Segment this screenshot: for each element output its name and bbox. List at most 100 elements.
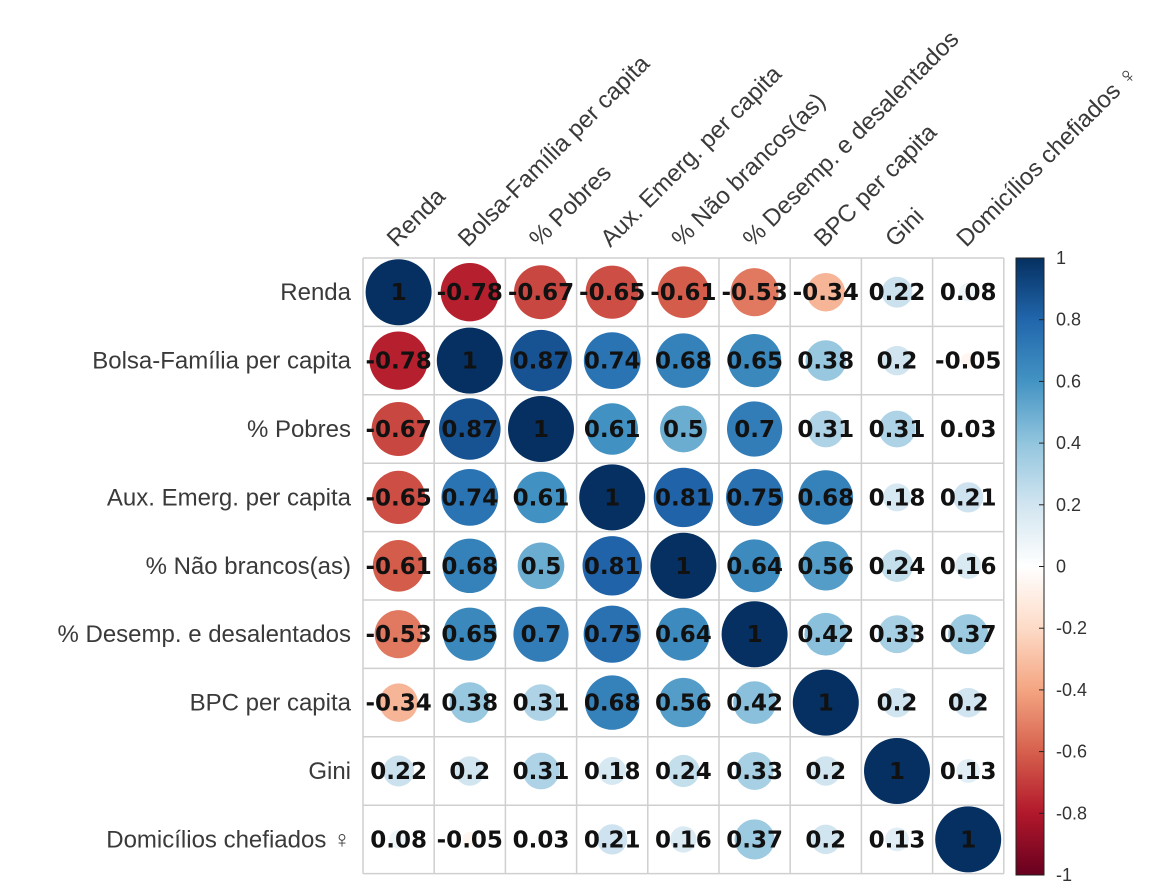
legend-tick-label-10: -1 (1056, 865, 1072, 885)
corr-circle-4-2 (517, 542, 565, 590)
corr-value-4-3: 0.81 (584, 554, 641, 580)
corr-circle-6-0 (379, 683, 418, 722)
corr-value-7-3: 0.18 (584, 759, 641, 785)
corr-value-0-6: -0.34 (793, 280, 859, 306)
corr-value-4-6: 0.56 (797, 554, 854, 580)
corr-circle-1-3 (583, 332, 641, 389)
corr-value-1-5: 0.65 (726, 349, 783, 375)
row-label-7: Gini (308, 758, 351, 785)
corr-value-4-5: 0.64 (726, 554, 783, 580)
corr-value-8-1: -0.05 (437, 827, 503, 853)
corr-circle-6-6 (792, 669, 859, 736)
grid-layer (362, 257, 1005, 875)
corr-value-1-3: 0.74 (584, 349, 641, 375)
legend-tick-label-3: 0.4 (1056, 433, 1081, 453)
corr-circle-8-7 (885, 827, 909, 852)
row-label-4: % Não brancos(as) (146, 553, 351, 580)
corr-circle-5-2 (513, 606, 569, 662)
corr-circle-2-6 (807, 410, 845, 448)
corr-circle-7-2 (522, 752, 560, 790)
corr-circle-7-7 (864, 738, 930, 804)
corr-circle-8-6 (811, 824, 841, 855)
corr-circle-0-1 (440, 263, 499, 322)
row-label-5: % Desemp. e desalentados (57, 621, 351, 648)
corr-value-6-2: 0.31 (513, 691, 570, 717)
corr-value-8-7: 0.13 (869, 827, 926, 853)
corr-value-4-8: 0.16 (940, 554, 997, 580)
corr-circle-2-4 (660, 405, 707, 453)
legend-tick-label-0: 1 (1056, 248, 1066, 268)
corr-value-7-2: 0.31 (513, 759, 570, 785)
corr-value-0-2: -0.67 (508, 280, 574, 306)
corr-value-0-7: 0.22 (869, 280, 926, 306)
corr-circle-6-2 (522, 684, 560, 721)
corr-value-0-0: 1 (391, 280, 407, 306)
corr-value-6-5: 0.42 (726, 691, 783, 717)
row-label-6: BPC per capita (190, 690, 352, 717)
column-label-8: Domicílios chefiados ♀ (951, 60, 1143, 252)
corr-value-1-2: 0.87 (513, 349, 570, 375)
corr-value-4-7: 0.24 (869, 554, 926, 580)
corr-circle-1-6 (805, 340, 847, 381)
corr-value-7-7: 1 (889, 759, 905, 785)
corr-value-6-8: 0.2 (948, 691, 989, 717)
corr-value-6-4: 0.56 (655, 691, 712, 717)
corr-value-5-1: 0.65 (441, 622, 498, 648)
corr-circle-7-3 (598, 756, 627, 786)
corr-value-7-1: 0.2 (449, 759, 490, 785)
corr-circle-1-4 (656, 333, 711, 388)
corr-circle-0-5 (730, 268, 779, 317)
corr-value-8-4: 0.16 (655, 827, 712, 853)
corr-circle-8-4 (670, 826, 697, 853)
corr-value-7-0: 0.22 (370, 759, 427, 785)
corr-value-0-5: -0.53 (721, 280, 787, 306)
corr-value-3-2: 0.61 (513, 485, 570, 511)
corr-circle-7-6 (811, 756, 841, 786)
column-label-7: Gini (880, 203, 929, 252)
legend-tick-label-7: -0.4 (1056, 680, 1087, 700)
row-label-0: Renda (280, 279, 351, 306)
corr-value-2-0: -0.67 (365, 417, 431, 443)
corr-value-1-8: -0.05 (935, 349, 1001, 375)
row-labels: Renda Bolsa-Família per capita % Pobres Aux… (57, 279, 351, 853)
corr-value-5-4: 0.64 (655, 622, 712, 648)
corr-value-1-4: 0.68 (655, 349, 712, 375)
corr-circle-4-5 (728, 539, 781, 593)
legend-tick-label-5: 0 (1056, 557, 1066, 577)
corr-circle-3-6 (798, 470, 854, 525)
corr-circle-4-3 (582, 536, 642, 596)
cells-layer: 1 -0.78 -0.67 -0.65 -0.61 -0.53 -0.34 0.22 0.08-… (365, 259, 1001, 873)
corr-circle-8-2 (535, 833, 547, 846)
corr-circle-2-1 (439, 398, 501, 460)
corr-circle-6-4 (658, 677, 709, 728)
corr-circle-7-1 (455, 756, 485, 786)
corr-value-3-3: 1 (604, 485, 620, 511)
corr-value-8-5: 0.37 (726, 827, 783, 853)
corr-circle-2-8 (962, 423, 974, 435)
corr-value-0-4: -0.61 (650, 280, 716, 306)
corr-value-5-7: 0.33 (869, 622, 926, 648)
corr-value-7-5: 0.33 (726, 759, 783, 785)
corr-value-2-5: 0.7 (734, 417, 775, 443)
corr-circle-5-0 (374, 610, 423, 659)
color-legend: 1 0.8 0.6 0.4 0.2 0 -0.2 -0.4 -0.6 -0.8 -1 (1015, 248, 1087, 885)
corr-circle-4-4 (650, 532, 717, 599)
corr-value-3-7: 0.18 (869, 485, 926, 511)
legend-tick-label-6: -0.2 (1056, 618, 1087, 638)
corr-value-4-0: -0.61 (365, 554, 431, 580)
corr-value-2-1: 0.87 (441, 417, 498, 443)
corr-circle-8-1 (462, 832, 478, 847)
corr-value-6-6: 1 (818, 691, 834, 717)
corr-value-5-5: 1 (747, 622, 763, 648)
corr-circle-6-1 (449, 682, 491, 723)
corr-value-4-2: 0.5 (521, 554, 562, 580)
corr-value-5-6: 0.42 (797, 622, 854, 648)
corr-value-0-1: -0.78 (437, 280, 503, 306)
legend-tick-label-9: -0.8 (1056, 803, 1087, 823)
corr-circle-2-5 (726, 401, 783, 457)
legend-tick-label-1: 0.8 (1056, 310, 1081, 330)
corr-circle-3-8 (953, 482, 984, 513)
corr-circle-4-6 (801, 541, 851, 591)
corr-circle-0-7 (881, 276, 913, 308)
